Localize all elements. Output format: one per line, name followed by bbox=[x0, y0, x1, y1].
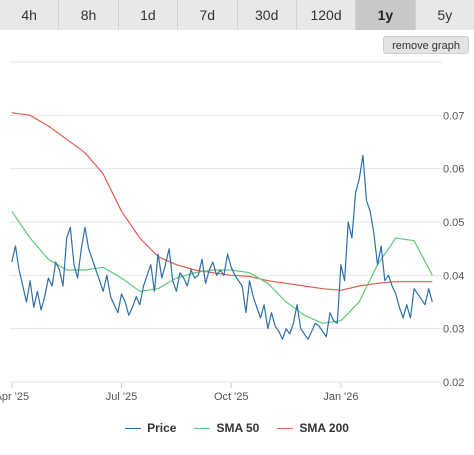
tab-8h[interactable]: 8h bbox=[59, 0, 119, 30]
legend-item-sma-50[interactable]: SMA 50 bbox=[194, 421, 259, 435]
x-tick-label: Jan '26 bbox=[323, 391, 358, 403]
timeframe-tabs: 4h 8h 1d 7d 30d 120d 1y 5y bbox=[0, 0, 474, 30]
legend-swatch bbox=[194, 427, 211, 429]
axis-layer: 0.02 0.03 0.04 0.05 0.06 0.07 Apr '25 Jul '25 Oc… bbox=[0, 110, 464, 403]
x-tick-label: Jul '25 bbox=[106, 391, 137, 403]
y-tick-label: 0.03 bbox=[443, 324, 464, 336]
y-tick-label: 0.02 bbox=[443, 377, 464, 389]
y-tick-label: 0.07 bbox=[443, 110, 464, 122]
y-tick-label: 0.06 bbox=[443, 164, 464, 176]
series-sma-200-line bbox=[11, 112, 433, 291]
legend-label: Price bbox=[147, 421, 177, 435]
remove-graph-button[interactable]: remove graph bbox=[383, 36, 469, 54]
x-tick-label: Apr '25 bbox=[0, 391, 29, 403]
y-tick-label: 0.05 bbox=[443, 217, 464, 229]
tab-30d[interactable]: 30d bbox=[237, 0, 297, 30]
tab-4h[interactable]: 4h bbox=[0, 0, 60, 30]
grid-layer bbox=[10, 61, 442, 383]
legend-label: SMA 50 bbox=[216, 421, 260, 435]
legend-item-price[interactable]: Price bbox=[125, 421, 176, 435]
tab-1y[interactable]: 1y bbox=[356, 0, 416, 30]
legend-swatch bbox=[125, 427, 142, 429]
series-price-line bbox=[11, 154, 433, 340]
legend-item-sma-200[interactable]: SMA 200 bbox=[277, 421, 349, 435]
y-tick-label: 0.04 bbox=[443, 270, 464, 282]
tab-7d[interactable]: 7d bbox=[178, 0, 238, 30]
series-sma-50-line bbox=[11, 210, 433, 324]
chart-legend: Price SMA 50 SMA 200 bbox=[0, 418, 474, 438]
x-tick-label: Oct '25 bbox=[214, 391, 249, 403]
legend-label: SMA 200 bbox=[299, 421, 349, 435]
tab-120d[interactable]: 120d bbox=[296, 0, 357, 30]
series-layer bbox=[11, 112, 433, 340]
tab-1d[interactable]: 1d bbox=[118, 0, 179, 30]
legend-swatch bbox=[277, 427, 294, 429]
tab-5y[interactable]: 5y bbox=[415, 0, 474, 30]
